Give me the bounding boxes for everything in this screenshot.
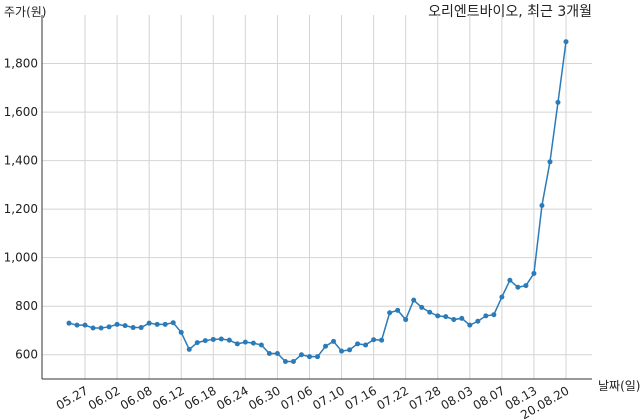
data-point	[130, 325, 136, 331]
data-point	[162, 321, 168, 327]
data-point	[122, 323, 128, 329]
data-point	[154, 321, 160, 327]
data-point	[258, 342, 264, 348]
data-point	[226, 337, 232, 343]
data-point	[186, 346, 192, 352]
data-point	[106, 324, 112, 330]
data-point	[90, 325, 96, 331]
data-point	[459, 315, 465, 321]
data-point	[451, 317, 457, 323]
data-point	[234, 341, 240, 347]
data-point	[146, 320, 152, 326]
data-point	[411, 297, 417, 303]
y-tick-label: 1,400	[4, 154, 38, 168]
data-point	[427, 309, 433, 315]
data-point	[499, 294, 505, 300]
data-point	[563, 39, 569, 45]
data-point	[539, 202, 545, 208]
data-point	[250, 340, 256, 346]
data-point	[531, 270, 537, 276]
data-point	[339, 348, 345, 354]
y-tick-label: 800	[15, 299, 38, 313]
data-point	[475, 318, 481, 324]
data-point	[138, 325, 144, 331]
data-point	[323, 343, 329, 349]
data-point	[379, 337, 385, 343]
data-point	[435, 313, 441, 319]
data-point	[371, 337, 377, 343]
data-point	[266, 351, 272, 357]
y-tick-label: 1,600	[4, 105, 38, 119]
data-point	[114, 321, 120, 327]
x-tick-label: 06.02	[86, 383, 123, 412]
data-point	[306, 354, 312, 360]
series-line	[68, 41, 567, 363]
data-point	[66, 320, 72, 326]
x-tick-label: 06.08	[118, 383, 155, 412]
x-tick-label: 08.07	[471, 383, 508, 412]
data-point	[274, 351, 280, 357]
x-tick-label: 07.16	[342, 383, 379, 412]
y-axis-label: 주가(원)	[4, 5, 46, 19]
x-tick-label: 06.12	[150, 383, 187, 412]
x-tick-label: 07.22	[374, 383, 411, 412]
data-point	[298, 352, 304, 358]
data-point	[515, 284, 521, 290]
x-axis-label: 날짜(일)	[598, 379, 640, 393]
chart-title: 오리엔트바이오, 최근 3개월	[428, 4, 592, 20]
x-tick-label: 08.03	[439, 383, 476, 412]
data-point	[355, 341, 361, 347]
data-point	[347, 347, 353, 353]
data-point	[419, 304, 425, 310]
data-point	[178, 329, 184, 335]
data-point	[290, 359, 296, 365]
data-point	[331, 338, 337, 344]
x-tick-label: 07.06	[278, 383, 315, 412]
data-point	[218, 336, 224, 342]
data-point	[363, 342, 369, 348]
data-point	[483, 313, 489, 319]
data-point	[194, 340, 200, 346]
data-point	[315, 354, 320, 360]
data-point	[443, 314, 449, 320]
data-point	[282, 359, 288, 365]
data-point	[98, 325, 104, 331]
data-point	[523, 283, 529, 289]
data-point	[82, 322, 88, 328]
x-tick-label: 07.10	[310, 383, 347, 412]
y-tick-label: 600	[15, 348, 38, 362]
y-tick-label: 1,200	[4, 202, 38, 216]
data-point	[395, 307, 401, 313]
data-point	[242, 339, 248, 345]
data-point	[507, 277, 513, 283]
data-point	[467, 322, 473, 328]
y-tick-label: 1,800	[4, 57, 38, 71]
x-tick-label: 06.30	[246, 383, 283, 412]
data-point	[403, 317, 409, 323]
data-point	[491, 312, 497, 318]
y-tick-label: 1,000	[4, 251, 38, 265]
x-tick-label: 05.27	[54, 383, 91, 412]
data-point	[170, 320, 176, 326]
data-point	[74, 322, 80, 328]
data-point	[202, 338, 208, 344]
x-tick-label: 07.28	[406, 383, 443, 412]
data-point	[547, 159, 553, 165]
x-tick-label: 06.24	[214, 383, 251, 412]
data-point	[210, 336, 216, 342]
data-point	[555, 99, 561, 105]
x-tick-label: 06.18	[182, 383, 219, 412]
data-point	[387, 310, 393, 316]
